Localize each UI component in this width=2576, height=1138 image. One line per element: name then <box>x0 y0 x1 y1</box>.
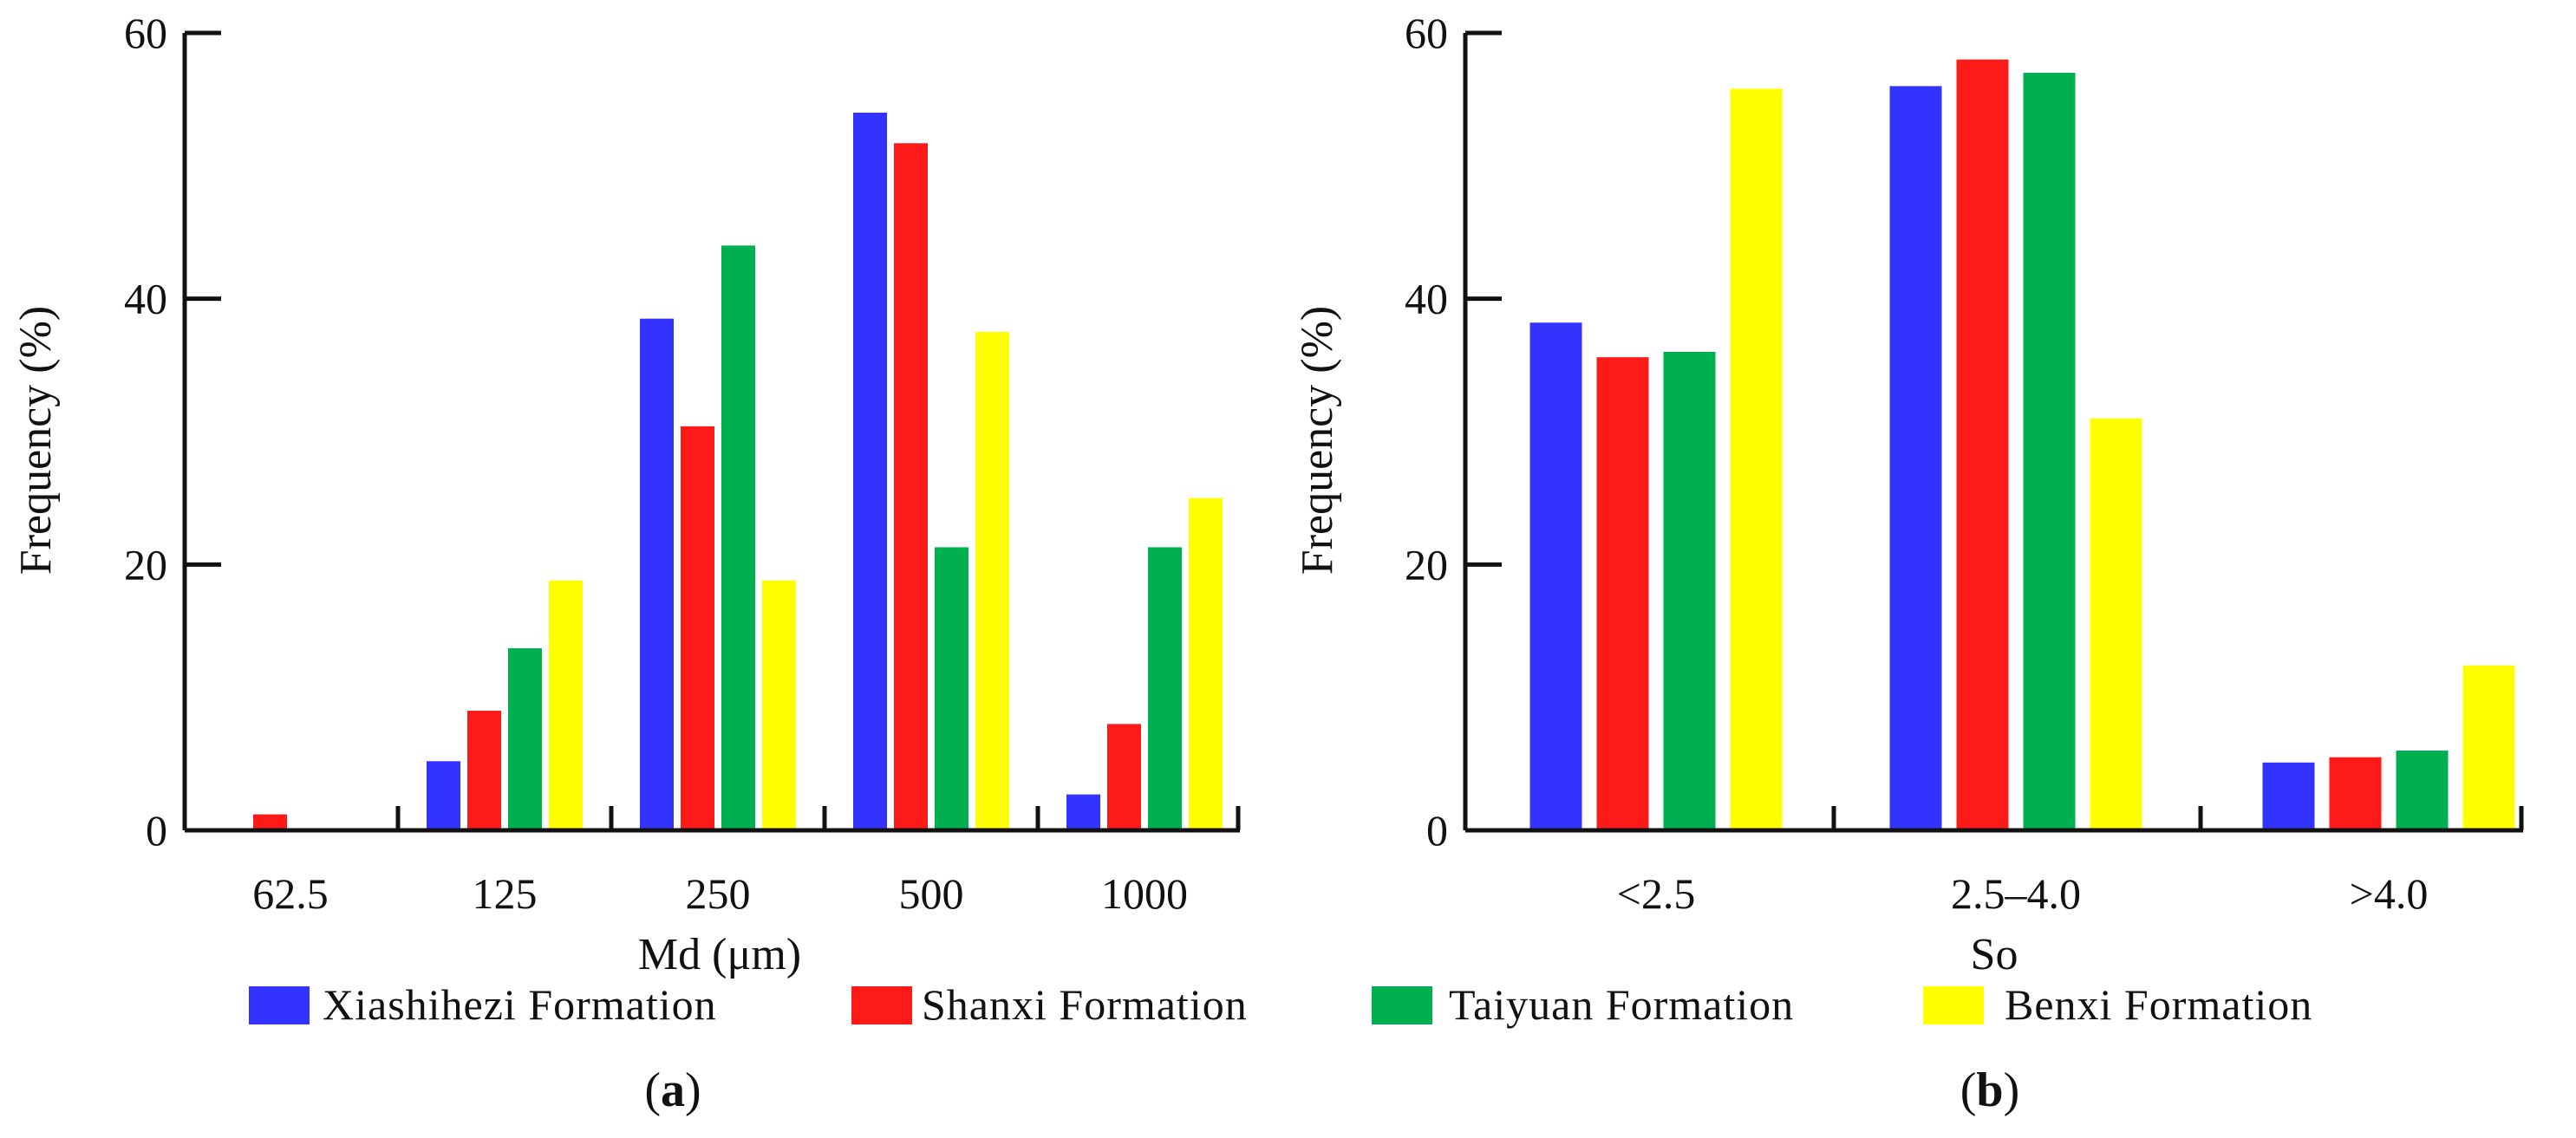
panel-b-x-tick-label-1: 2.5–4.0 <box>1951 869 2081 918</box>
legend: Xiashihezi Formation Shanxi Formation Taiy… <box>249 980 2312 1029</box>
panel-b-bar-s0-c2 <box>2262 762 2315 830</box>
panel-a-label: (a) <box>644 1063 701 1117</box>
panel-a-y-tick-label-2: 40 <box>124 275 167 323</box>
legend-swatch-0 <box>249 986 310 1024</box>
panel-b-bar-s0-c1 <box>1889 86 1942 831</box>
panel-a-bar-s3-c4 <box>1189 497 1223 830</box>
panel-a-bar-s1-c3 <box>894 143 928 830</box>
panel-b-bar-s0-c0 <box>1529 322 1582 830</box>
panel-a-y-tick-label-1: 20 <box>124 540 167 589</box>
panel-a-bar-s2-c2 <box>721 245 755 830</box>
panel-a-bar-s0-c1 <box>427 761 460 830</box>
panel-b-y-tick-label-1: 20 <box>1405 540 1448 589</box>
panel-b-bar-s2-c1 <box>2023 73 2076 830</box>
panel-a-x-tick-label-1: 125 <box>473 869 538 918</box>
panel-a-x-tick-label-4: 1000 <box>1101 869 1188 918</box>
panel-a-y-axis-label: Frequency (%) <box>11 306 61 575</box>
panel-a-x-tick-label-0: 62.5 <box>252 869 329 918</box>
panel-a-bar-s0-c2 <box>640 318 674 831</box>
panel-b-bar-s1-c2 <box>2329 757 2382 830</box>
panel-a-x-tick-label-2: 250 <box>686 869 751 918</box>
legend-swatch-2 <box>1372 986 1432 1024</box>
legend-swatch-1 <box>851 986 912 1024</box>
panel-b-x-tick-label-0: <2.5 <box>1617 869 1696 918</box>
panel-a-bar-s2-c1 <box>508 647 542 830</box>
panel-a-bar-s0-c4 <box>1066 794 1100 830</box>
panel-b-bar-s3-c2 <box>2462 665 2515 830</box>
panel-b-bar-s2-c0 <box>1663 352 1716 830</box>
panel-b-bar-s1-c0 <box>1596 357 1649 831</box>
panel-b-y-tick-label-3: 60 <box>1405 9 1448 57</box>
panel-a-bar-s3-c1 <box>549 580 583 830</box>
panel-b-y-tick-label-0: 0 <box>1426 806 1448 855</box>
legend-swatch-3 <box>1923 986 1984 1024</box>
panel-a-bar-s1-c0 <box>253 814 287 830</box>
panel-a-x-axis-label: Md (μm) <box>638 930 801 979</box>
panel-a-y-tick-label-0: 0 <box>146 806 167 855</box>
panel-b-y-tick-label-2: 40 <box>1405 275 1448 323</box>
legend-label-3: Benxi Formation <box>2005 980 2312 1029</box>
legend-label-2: Taiyuan Formation <box>1449 980 1794 1029</box>
panel-a-chart: 0 20 40 60 62.5 125 250 500 1000 Md (μm) Frequency… <box>11 9 1241 979</box>
panel-b-chart: 0 20 40 60 <2.5 2.5–4.0 >4.0 So Frequency (%) <box>1293 9 2524 979</box>
legend-label-1: Shanxi Formation <box>922 980 1248 1029</box>
panel-a-x-tick-label-3: 500 <box>899 869 964 918</box>
panel-a-bar-s1-c4 <box>1107 724 1141 830</box>
panel-b-bar-s1-c1 <box>1956 59 2009 830</box>
panel-b-label: (b) <box>1960 1063 2019 1117</box>
panel-a-bar-s3-c2 <box>762 580 796 830</box>
panel-a-bar-s0-c3 <box>853 113 887 830</box>
panel-a-bar-s3-c3 <box>975 332 1009 830</box>
panel-b-y-axis-label: Frequency (%) <box>1293 306 1342 575</box>
panel-a-bar-s2-c3 <box>935 547 968 830</box>
panel-b-bar-s3-c0 <box>1730 88 1783 830</box>
legend-label-0: Xiashihezi Formation <box>323 980 717 1029</box>
panel-b-x-tick-label-2: >4.0 <box>2350 869 2429 918</box>
panel-b-bar-s2-c2 <box>2396 751 2449 830</box>
panel-a-bar-s1-c2 <box>681 426 714 830</box>
panel-a-bar-s1-c1 <box>467 711 501 830</box>
panel-a-y-tick-label-3: 60 <box>124 9 167 57</box>
panel-b-bar-s3-c1 <box>2090 418 2142 830</box>
panel-labels: (a) (b) <box>644 1063 2019 1117</box>
panel-b-x-axis-label: So <box>1971 930 2018 979</box>
panel-a-bar-s2-c4 <box>1148 547 1182 830</box>
